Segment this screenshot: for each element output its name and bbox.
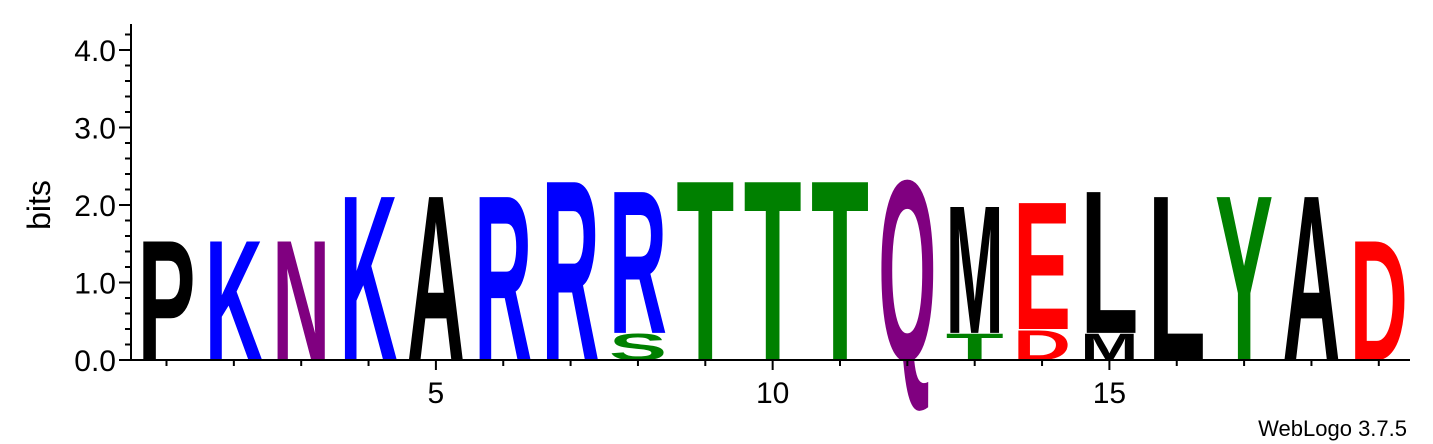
logo-letter-Q: Q — [878, 128, 936, 416]
logo-letter-K: K — [205, 205, 263, 397]
axes: 0.0 1.0 2.0 3.0 4.0 5 10 15 — [74, 24, 1410, 410]
x-tick-label: 5 — [428, 377, 445, 410]
logo-letter-T: T — [676, 128, 734, 416]
logo-letter-A: A — [407, 147, 465, 411]
logo-letter-E: E — [1013, 164, 1071, 368]
logo-letter-T: T — [811, 128, 869, 416]
letters-layer: P K N K A R R SR T T T Q TM DE ML L Y A D — [138, 126, 1408, 415]
logo-letter-K: K — [340, 147, 398, 411]
logo-letter-P: P — [138, 205, 196, 397]
logo-letter-D: D — [1350, 205, 1408, 397]
logo-letter-A: A — [1282, 147, 1340, 411]
x-tick-label: 15 — [1093, 377, 1126, 410]
credit-text: WebLogo 3.7.5 — [1258, 416, 1407, 441]
logo-letter-R: R — [542, 126, 600, 415]
logo-letter-N: N — [272, 205, 330, 397]
logo-letter-T: T — [744, 128, 802, 416]
logo-letter-R: R — [474, 147, 532, 411]
y-axis-label: bits — [21, 180, 57, 230]
logo-letter-M: M — [946, 169, 1004, 373]
y-tick-label: 1.0 — [74, 268, 116, 301]
logo-letter-R: R — [609, 147, 667, 376]
y-tick-label: 0.0 — [74, 345, 116, 378]
y-tick-label: 2.0 — [74, 190, 116, 223]
logo-letter-Y: Y — [1215, 146, 1273, 410]
y-tick-label: 3.0 — [74, 113, 116, 146]
logo-letter-L: L — [1080, 148, 1138, 376]
logo-letter-L: L — [1148, 147, 1206, 411]
x-tick-label: 10 — [756, 377, 789, 410]
y-tick-label: 4.0 — [74, 35, 116, 68]
